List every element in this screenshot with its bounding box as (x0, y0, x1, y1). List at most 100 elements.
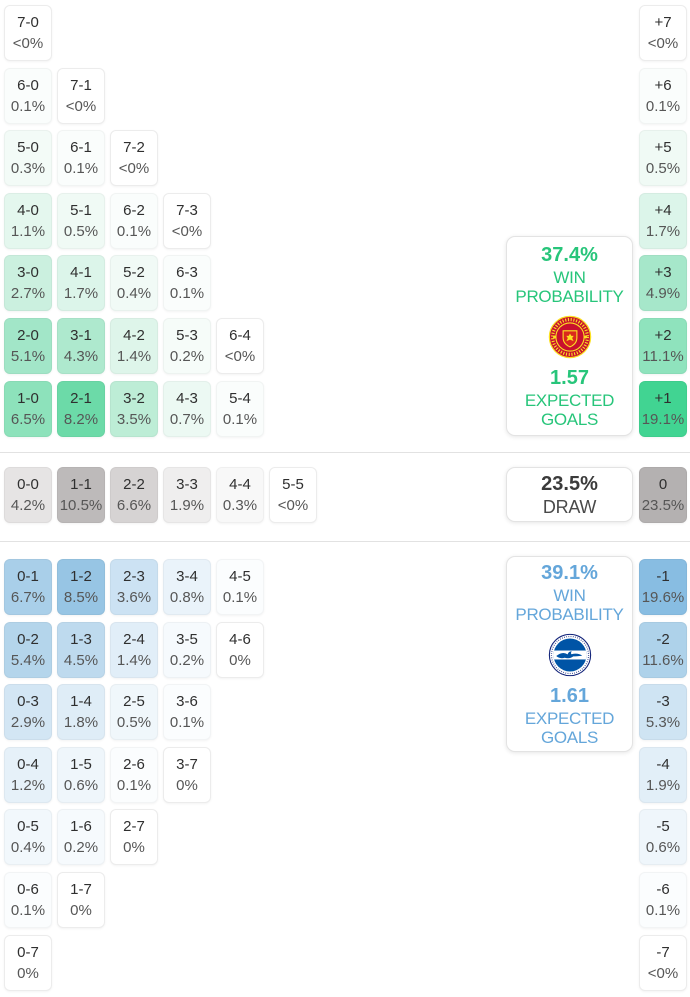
home-score-cell: 2-1 8.2% (57, 381, 105, 437)
score-label: 4-4 (229, 476, 251, 493)
probability-label: 0.8% (169, 589, 205, 606)
probability-label: 0.1% (10, 902, 46, 919)
probability-label: 3.6% (116, 589, 152, 606)
home-margin-cell: +6 0.1% (639, 68, 687, 124)
home-score-cell: 6-4 <0% (216, 318, 264, 374)
home-score-cell: 6-1 0.1% (57, 130, 105, 186)
probability-label: 4.5% (63, 652, 99, 669)
home-score-cell: 7-0 <0% (4, 5, 52, 61)
score-label: +6 (654, 77, 672, 94)
probability-label: 0% (70, 902, 92, 919)
probability-label: 0.1% (63, 160, 99, 177)
home-margin-cell: +2 11.1% (639, 318, 687, 374)
score-label: 5-3 (176, 327, 198, 344)
score-label: 6-2 (123, 202, 145, 219)
score-label: -2 (656, 631, 670, 648)
away-score-cell: 1-3 4.5% (57, 622, 105, 678)
home-score-cell: 5-0 0.3% (4, 130, 52, 186)
probability-label: 1.4% (116, 652, 152, 669)
probability-label: 1.1% (10, 223, 46, 240)
score-label: 2-3 (123, 568, 145, 585)
score-label: 5-0 (17, 139, 39, 156)
away-score-cell: 0-5 0.4% (4, 809, 52, 865)
probability-label: 0.2% (169, 348, 205, 365)
away-score-cell: 2-5 0.5% (110, 684, 158, 740)
probability-label: 1.8% (63, 714, 99, 731)
probability-label: <0% (12, 35, 44, 52)
score-label: 7-3 (176, 202, 198, 219)
score-label: 2-1 (70, 390, 92, 407)
probability-label: 0% (17, 965, 39, 982)
score-label: 1-4 (70, 693, 92, 710)
score-label: 3-6 (176, 693, 198, 710)
away-margin-cell: -3 5.3% (639, 684, 687, 740)
probability-label: 0.6% (645, 839, 681, 856)
score-label: -7 (656, 944, 670, 961)
home-score-cell: 4-0 1.1% (4, 193, 52, 249)
probability-label: 0.4% (116, 285, 152, 302)
away-score-cell: 3-5 0.2% (163, 622, 211, 678)
away-margin-cell: -5 0.6% (639, 809, 687, 865)
manchester-united-crest-icon (548, 315, 592, 359)
home-score-cell: 2-0 5.1% (4, 318, 52, 374)
score-label: 2-5 (123, 693, 145, 710)
away-score-cell: 0-7 0% (4, 935, 52, 991)
probability-label: 5.3% (645, 714, 681, 731)
score-label: 4-0 (17, 202, 39, 219)
score-label: 2-0 (17, 327, 39, 344)
score-label: 4-5 (229, 568, 251, 585)
draw-score-cell: 5-5 <0% (269, 467, 317, 523)
probability-label: 0.2% (63, 839, 99, 856)
probability-label: 1.9% (169, 497, 205, 514)
away-margin-cell: -2 11.6% (639, 622, 687, 678)
home-margin-cell: +3 4.9% (639, 255, 687, 311)
home-score-cell: 4-2 1.4% (110, 318, 158, 374)
probability-label: 2.9% (10, 714, 46, 731)
probability-label: 0.3% (222, 497, 258, 514)
probability-label: 4.9% (645, 285, 681, 302)
home-win-probability-label: WIN PROBABILITY (515, 267, 624, 306)
score-label: 7-0 (17, 14, 39, 31)
away-score-cell: 1-7 0% (57, 872, 105, 928)
home-margin-cell: +5 0.5% (639, 130, 687, 186)
score-label: 4-6 (229, 631, 251, 648)
away-score-cell: 0-2 5.4% (4, 622, 52, 678)
home-score-cell: 7-1 <0% (57, 68, 105, 124)
away-score-cell: 2-4 1.4% (110, 622, 158, 678)
home-score-cell: 6-2 0.1% (110, 193, 158, 249)
away-score-cell: 2-3 3.6% (110, 559, 158, 615)
probability-label: 2.7% (10, 285, 46, 302)
probability-label: 1.7% (645, 223, 681, 240)
probability-label: 0% (123, 839, 145, 856)
score-label: 1-2 (70, 568, 92, 585)
probability-label: 0.1% (116, 777, 152, 794)
score-label: 5-5 (282, 476, 304, 493)
probability-label: 4.3% (63, 348, 99, 365)
probability-label: 0.1% (645, 902, 681, 919)
probability-label: 0.2% (169, 652, 205, 669)
score-label: 3-7 (176, 756, 198, 773)
score-label: +3 (654, 264, 672, 281)
score-label: 0-0 (17, 476, 39, 493)
home-score-cell: 4-1 1.7% (57, 255, 105, 311)
score-label: -3 (656, 693, 670, 710)
home-score-cell: 6-0 0.1% (4, 68, 52, 124)
away-score-cell: 4-6 0% (216, 622, 264, 678)
probability-label: 0% (176, 777, 198, 794)
score-label: 6-4 (229, 327, 251, 344)
score-label: 3-0 (17, 264, 39, 281)
probability-label: 0.5% (63, 223, 99, 240)
away-win-probability-label: WIN PROBABILITY (515, 585, 624, 624)
probability-label: 19.1% (641, 411, 685, 428)
probability-label: <0% (277, 497, 309, 514)
home-score-cell: 5-4 0.1% (216, 381, 264, 437)
probability-label: <0% (647, 35, 679, 52)
score-label: 4-1 (70, 264, 92, 281)
score-label: 0-5 (17, 818, 39, 835)
score-label: -5 (656, 818, 670, 835)
draw-panel: 23.5% DRAW (506, 467, 633, 522)
away-score-cell: 3-7 0% (163, 747, 211, 803)
home-expected-goals-label: EXPECTED GOALS (524, 391, 615, 430)
probability-label: 0.1% (116, 223, 152, 240)
draw-probability-value: 23.5% (541, 472, 598, 495)
